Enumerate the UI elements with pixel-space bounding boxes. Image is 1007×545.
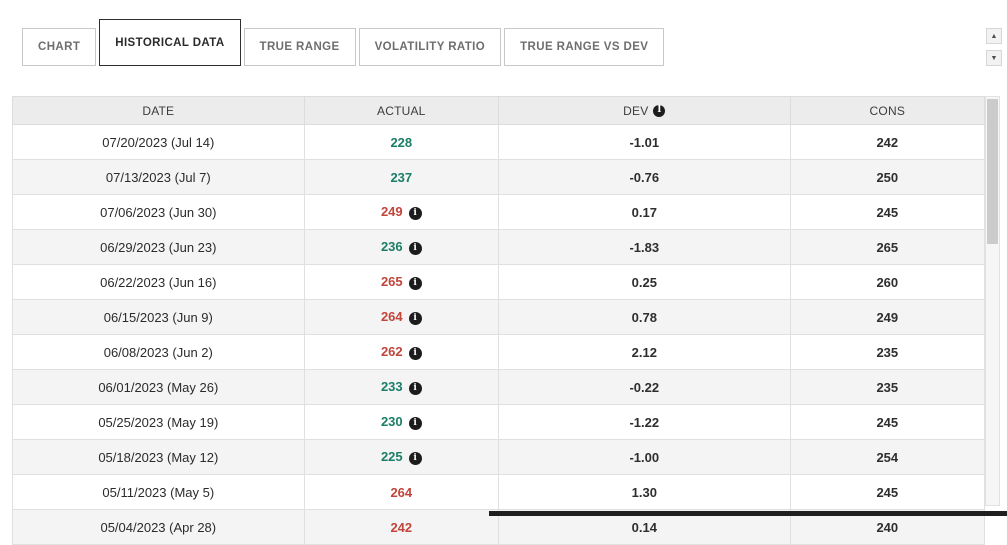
tab-bar: CHART HISTORICAL DATA TRUE RANGE VOLATIL… xyxy=(22,18,665,66)
actual-cell: 228 xyxy=(303,124,499,160)
actual-cell: 236 i xyxy=(303,229,499,265)
dev-cell: -1.22 xyxy=(497,404,791,440)
table-scrollbar[interactable] xyxy=(985,96,1000,506)
actual-cell: 264 xyxy=(303,474,499,510)
bottom-bar xyxy=(489,511,1007,516)
date-cell: 05/25/2023 (May 19) xyxy=(12,404,305,440)
actual-value: 264 xyxy=(380,309,403,325)
dev-cell: -1.01 xyxy=(497,124,791,160)
dev-cell: -1.00 xyxy=(497,439,791,475)
info-icon[interactable]: i xyxy=(653,104,666,117)
table-row: 07/13/2023 (Jul 7) 237 -0.76 250 xyxy=(12,159,986,195)
table-row: 05/25/2023 (May 19) 230 i -1.22 245 xyxy=(12,404,986,440)
cons-cell: 235 xyxy=(789,369,986,405)
dev-cell: -1.83 xyxy=(497,229,791,265)
cons-cell: 242 xyxy=(789,124,986,160)
actual-cell: 265 i xyxy=(303,264,499,300)
actual-value: 264 xyxy=(390,484,413,500)
tab-chart[interactable]: CHART xyxy=(22,28,97,66)
actual-cell: 237 xyxy=(303,159,499,195)
cons-cell: 260 xyxy=(789,264,986,300)
table-row: 06/22/2023 (Jun 16) 265 i 0.25 260 xyxy=(12,264,986,300)
date-cell: 06/15/2023 (Jun 9) xyxy=(12,299,305,335)
page-scrollbar[interactable]: ▲ ▼ xyxy=(986,28,1002,66)
info-icon[interactable]: i xyxy=(408,206,422,220)
tab-true-range-vs-dev[interactable]: TRUE RANGE VS DEV xyxy=(504,28,665,66)
table-scrollbar-thumb[interactable] xyxy=(987,99,998,244)
actual-cell: 225 i xyxy=(303,439,499,475)
column-header-dev-label: DEV xyxy=(623,103,649,118)
column-header-cons: CONS xyxy=(789,96,986,125)
actual-value: 230 xyxy=(380,414,403,430)
table-row: 06/29/2023 (Jun 23) 236 i -1.83 265 xyxy=(12,229,986,265)
actual-cell: 230 i xyxy=(303,404,499,440)
actual-value: 249 xyxy=(380,204,403,220)
cons-cell: 249 xyxy=(789,299,986,335)
actual-value: 265 xyxy=(380,274,403,290)
dev-cell: -0.22 xyxy=(497,369,791,405)
cons-cell: 245 xyxy=(789,474,986,510)
tab-true-range[interactable]: TRUE RANGE xyxy=(243,28,356,66)
table-row: 07/06/2023 (Jun 30) 249 i 0.17 245 xyxy=(12,194,986,230)
info-icon[interactable]: i xyxy=(408,346,422,360)
cons-cell: 254 xyxy=(789,439,986,475)
dev-cell: 1.30 xyxy=(497,474,791,510)
actual-cell: 262 i xyxy=(303,334,499,370)
actual-value: 233 xyxy=(380,379,403,395)
table-row: 05/18/2023 (May 12) 225 i -1.00 254 xyxy=(12,439,986,475)
date-cell: 05/04/2023 (Apr 28) xyxy=(12,509,305,545)
header-row: DATE ACTUAL DEV i CONS xyxy=(12,96,986,125)
data-table: DATE ACTUAL DEV i CONS 07/20/2023 (Jul 1… xyxy=(12,96,986,545)
scroll-down-icon[interactable]: ▼ xyxy=(986,50,1002,66)
dev-cell: 0.78 xyxy=(497,299,791,335)
info-icon[interactable]: i xyxy=(408,276,422,290)
historical-data-table: DATE ACTUAL DEV i CONS 07/20/2023 (Jul 1… xyxy=(12,96,1000,545)
tab-historical-data[interactable]: HISTORICAL DATA xyxy=(99,19,241,66)
cons-cell: 235 xyxy=(789,334,986,370)
tab-volatility-ratio[interactable]: VOLATILITY RATIO xyxy=(358,28,502,66)
info-icon[interactable]: i xyxy=(408,241,422,255)
table-row: 06/01/2023 (May 26) 233 i -0.22 235 xyxy=(12,369,986,405)
actual-value: 236 xyxy=(380,239,403,255)
info-icon[interactable]: i xyxy=(408,416,422,430)
actual-cell: 242 xyxy=(303,509,499,545)
column-header-date: DATE xyxy=(12,96,305,125)
dev-cell: 2.12 xyxy=(497,334,791,370)
actual-cell: 233 i xyxy=(303,369,499,405)
date-cell: 07/13/2023 (Jul 7) xyxy=(12,159,305,195)
actual-cell: 249 i xyxy=(303,194,499,230)
info-icon[interactable]: i xyxy=(408,311,422,325)
actual-value: 262 xyxy=(380,344,403,360)
table-row: 07/20/2023 (Jul 14) 228 -1.01 242 xyxy=(12,124,986,160)
date-cell: 07/20/2023 (Jul 14) xyxy=(12,124,305,160)
date-cell: 05/18/2023 (May 12) xyxy=(12,439,305,475)
dev-cell: -0.76 xyxy=(497,159,791,195)
date-cell: 05/11/2023 (May 5) xyxy=(12,474,305,510)
table-row: 05/11/2023 (May 5) 264 1.30 245 xyxy=(12,474,986,510)
table-row: 06/15/2023 (Jun 9) 264 i 0.78 249 xyxy=(12,299,986,335)
cons-cell: 250 xyxy=(789,159,986,195)
date-cell: 07/06/2023 (Jun 30) xyxy=(12,194,305,230)
actual-value: 242 xyxy=(390,519,413,535)
info-icon[interactable]: i xyxy=(408,451,422,465)
column-header-dev: DEV i xyxy=(497,96,791,125)
actual-value: 228 xyxy=(390,134,413,150)
scroll-up-icon[interactable]: ▲ xyxy=(986,28,1002,44)
actual-cell: 264 i xyxy=(303,299,499,335)
date-cell: 06/01/2023 (May 26) xyxy=(12,369,305,405)
dev-cell: 0.17 xyxy=(497,194,791,230)
actual-value: 237 xyxy=(390,169,413,185)
info-icon[interactable]: i xyxy=(408,381,422,395)
cons-cell: 245 xyxy=(789,194,986,230)
date-cell: 06/08/2023 (Jun 2) xyxy=(12,334,305,370)
date-cell: 06/22/2023 (Jun 16) xyxy=(12,264,305,300)
cons-cell: 245 xyxy=(789,404,986,440)
actual-value: 225 xyxy=(380,449,403,465)
column-header-actual: ACTUAL xyxy=(303,96,499,125)
date-cell: 06/29/2023 (Jun 23) xyxy=(12,229,305,265)
dev-cell: 0.25 xyxy=(497,264,791,300)
table-row: 06/08/2023 (Jun 2) 262 i 2.12 235 xyxy=(12,334,986,370)
cons-cell: 265 xyxy=(789,229,986,265)
